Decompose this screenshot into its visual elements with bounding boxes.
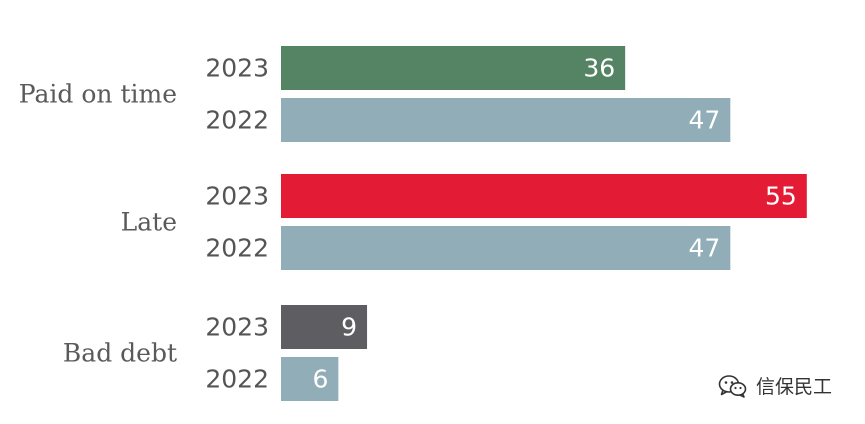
year-label-late-2022: 2022 (205, 234, 269, 263)
bar-bad-debt-2022 (281, 357, 339, 401)
category-label-paid-on-time: Paid on time (19, 80, 177, 109)
value-label-late-2022: 47 (689, 234, 721, 263)
bar-bad-debt-2023 (281, 305, 368, 349)
wechat-icon (718, 373, 748, 399)
value-label-paid-on-time-2023: 36 (583, 54, 615, 83)
bar-late-2023 (281, 174, 807, 218)
value-label-late-2023: 55 (765, 182, 797, 211)
category-label-bad-debt: Bad debt (63, 339, 177, 368)
year-label-paid-on-time-2022: 2022 (205, 106, 269, 135)
watermark-text: 信保民工 (756, 376, 833, 398)
year-label-late-2023: 2023 (205, 182, 269, 211)
category-label-late: Late (121, 208, 177, 237)
bar-late-2022 (281, 226, 731, 270)
value-label-bad-debt-2023: 9 (341, 313, 357, 342)
year-label-bad-debt-2023: 2023 (205, 313, 269, 342)
year-label-paid-on-time-2023: 2023 (205, 54, 269, 83)
year-label-bad-debt-2022: 2022 (205, 365, 269, 394)
value-label-bad-debt-2022: 6 (312, 365, 328, 394)
bar-paid-on-time-2022 (281, 98, 731, 142)
value-label-paid-on-time-2022: 47 (689, 106, 721, 135)
watermark: 信保民工 (718, 372, 832, 399)
bar-paid-on-time-2023 (281, 46, 626, 90)
